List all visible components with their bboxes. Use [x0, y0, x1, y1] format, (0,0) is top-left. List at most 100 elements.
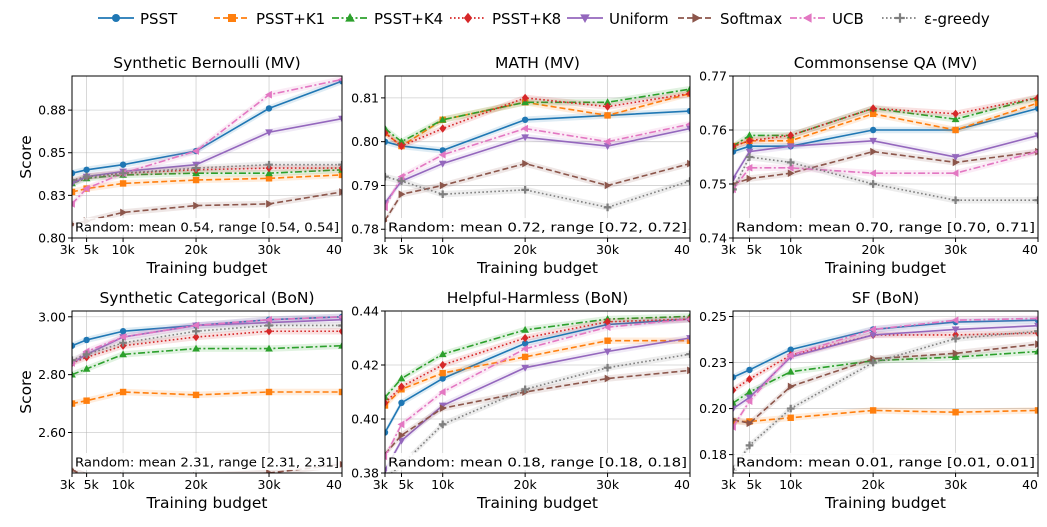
legend-marker-triangle-up — [345, 13, 355, 22]
x-tick-label: 40 — [674, 477, 690, 492]
annotation-text: Random: mean 0.54, range [0.54, 0.54] — [75, 220, 339, 235]
data-point — [83, 166, 90, 173]
x-tick-label: 3k — [373, 242, 389, 257]
data-point — [521, 344, 529, 353]
data-point — [951, 326, 960, 334]
legend-marker-square — [228, 14, 236, 22]
y-tick-label: 0.78 — [351, 222, 379, 237]
series-line — [385, 162, 690, 221]
x-axis-label: Training budget — [476, 494, 598, 512]
legend-label: Uniform — [609, 10, 669, 28]
chart-panel-helpful-harmless-bon: 0.38 0.40 0.42 0.44 3k 5k 10k 20k 30k 40 Helpful-H… — [351, 289, 691, 512]
data-point — [438, 420, 447, 429]
data-point — [951, 169, 959, 178]
series-psst-k4 — [72, 341, 342, 378]
series-line — [385, 127, 690, 204]
x-axis-label: Training budget — [145, 494, 267, 512]
data-point — [339, 188, 342, 196]
data-point — [1034, 327, 1038, 336]
confidence-band — [72, 77, 342, 177]
chart-title: Synthetic Categorical (BoN) — [99, 289, 314, 307]
data-point — [83, 336, 90, 344]
series-line — [385, 318, 690, 433]
data-point — [746, 174, 754, 183]
data-point — [338, 388, 342, 396]
data-point — [733, 181, 737, 187]
legend-label: ε-greedy — [924, 10, 990, 28]
chart-panel-commonsense-qa-mv: 0.74 0.75 0.76 0.77 3k 5k 10k 20k 30k 40 Commonsen… — [699, 54, 1039, 277]
x-axis-label: Training budget — [824, 259, 946, 277]
data-point — [265, 327, 273, 336]
data-point — [521, 116, 529, 123]
data-point — [1034, 407, 1038, 414]
data-point — [521, 134, 529, 142]
data-point — [119, 161, 127, 168]
data-point — [951, 115, 960, 123]
data-point — [1034, 99, 1038, 107]
y-tick-label: 0.83 — [38, 188, 66, 203]
data-point — [1034, 316, 1038, 321]
data-point — [521, 364, 529, 372]
x-tick-label: 3k — [60, 242, 76, 257]
data-point — [265, 321, 273, 330]
data-point — [439, 124, 447, 133]
series-line — [733, 150, 1038, 190]
data-point — [119, 328, 127, 335]
y-tick-label: 0.25 — [699, 309, 727, 324]
data-point — [192, 321, 199, 330]
y-axis-label: Score — [17, 370, 35, 413]
data-point — [603, 98, 612, 106]
data-point — [192, 344, 200, 352]
data-point — [338, 314, 342, 320]
data-point — [745, 388, 754, 395]
data-point — [521, 340, 529, 347]
data-point — [398, 431, 406, 440]
data-point — [786, 367, 795, 375]
confidence-band — [733, 148, 1038, 188]
data-point — [72, 342, 76, 349]
legend-marker-triangle-down — [580, 14, 590, 23]
data-point — [265, 344, 273, 352]
series-epsilon-greedy — [72, 321, 342, 365]
data-point — [869, 126, 877, 134]
data-point — [338, 77, 342, 82]
data-point — [439, 369, 446, 377]
x-tick-label: 30k — [596, 242, 620, 257]
data-point — [439, 375, 446, 382]
x-tick-label: 10k — [779, 242, 803, 257]
random-baseline-annotation: Random: mean 0.70, range [0.70, 0.71] — [735, 218, 1036, 235]
legend-label: PSST+K4 — [374, 10, 443, 28]
data-point — [745, 394, 754, 402]
x-tick-label: 20k — [862, 477, 886, 492]
data-point — [119, 350, 127, 358]
data-point — [686, 337, 690, 344]
series-line — [385, 315, 690, 398]
x-tick-label: 5k — [746, 242, 762, 257]
data-point — [686, 85, 690, 93]
random-baseline-annotation: Random: mean 0.54, range [0.54, 0.54] — [74, 218, 340, 235]
y-tick-label: 0.77 — [699, 69, 727, 84]
data-point — [1034, 149, 1038, 154]
x-tick-label: 40 — [1022, 242, 1038, 257]
data-point — [521, 93, 529, 103]
data-point — [397, 420, 405, 429]
annotation-background — [387, 453, 688, 470]
series-line — [385, 88, 690, 143]
series-line — [385, 337, 690, 471]
x-tick-label: 3k — [721, 242, 737, 257]
data-point — [787, 131, 795, 140]
axes-frame — [71, 310, 343, 474]
data-point — [338, 321, 342, 330]
y-tick-label: 3.00 — [38, 309, 66, 324]
y-tick-label: 0.75 — [699, 177, 727, 192]
random-baseline-annotation: Random: mean 0.18, range [0.18, 0.18] — [387, 453, 688, 470]
data-point — [869, 180, 877, 188]
series-line — [385, 318, 690, 404]
axes-frame — [732, 310, 1039, 474]
data-point — [951, 196, 960, 205]
data-point — [733, 405, 737, 413]
data-point — [787, 137, 794, 144]
legend-item-softmax: Softmax — [678, 10, 782, 28]
series-ucb — [72, 76, 342, 208]
confidence-band — [385, 173, 690, 211]
